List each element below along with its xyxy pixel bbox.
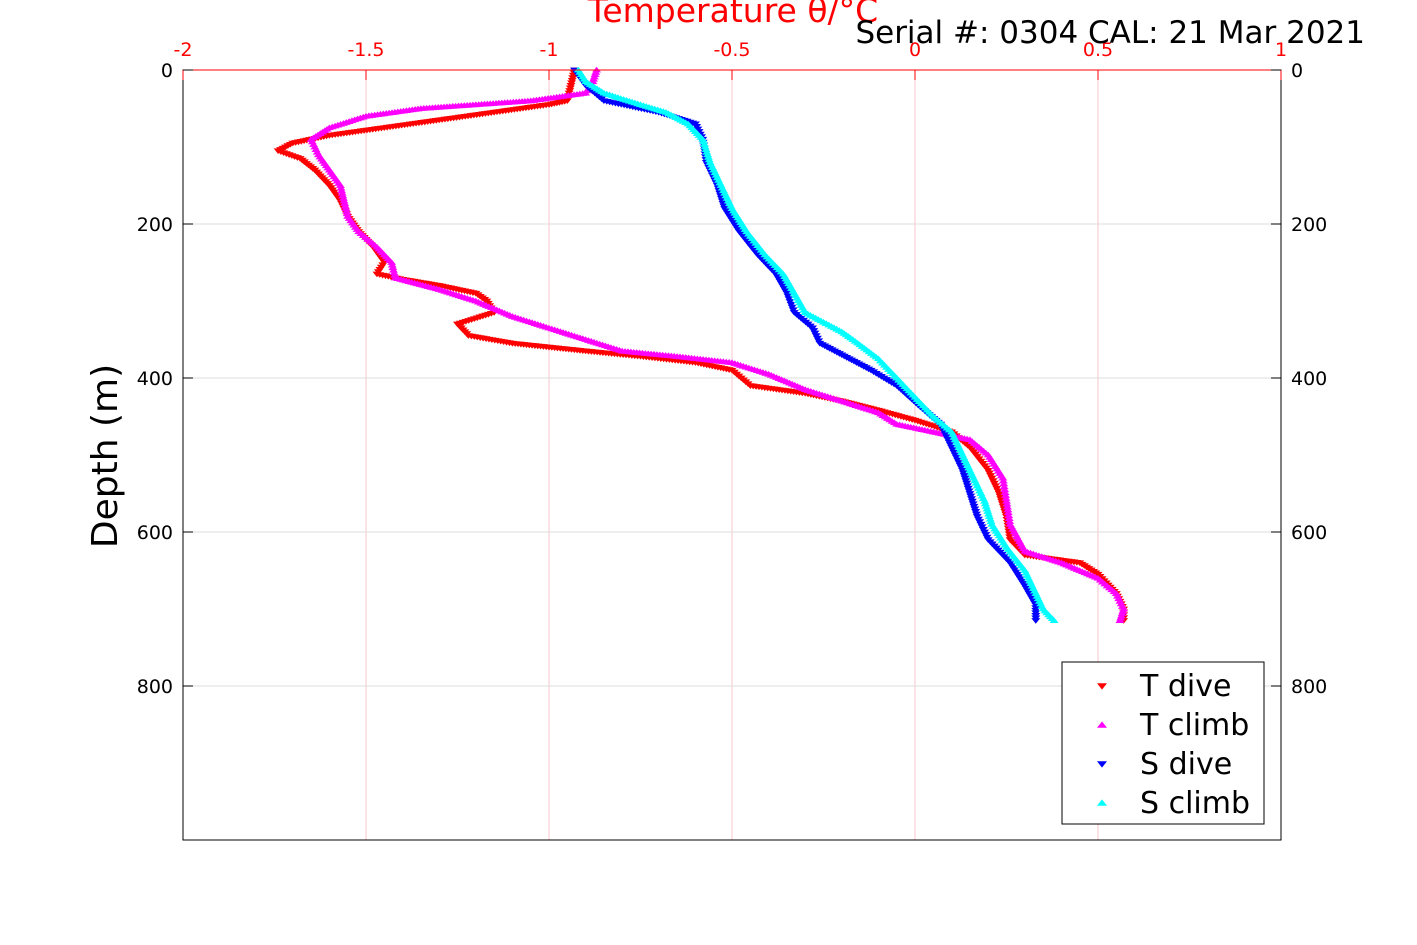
data-point xyxy=(339,197,349,204)
y-tick-label-left: 800 xyxy=(137,676,173,698)
data-point xyxy=(699,138,709,145)
legend-label: T dive xyxy=(1139,669,1231,704)
data-point xyxy=(337,189,347,196)
data-point xyxy=(1002,500,1012,507)
data-point xyxy=(342,210,352,217)
data-point xyxy=(700,143,710,150)
data-point xyxy=(980,500,990,507)
data-point xyxy=(340,200,350,206)
legend-box xyxy=(1061,661,1265,825)
y-axis-title: Depth (m) xyxy=(85,364,126,548)
data-point xyxy=(388,266,398,273)
x-axis-title: Temperature θ/°C xyxy=(587,0,878,30)
data-point xyxy=(998,477,1008,484)
data-point xyxy=(337,187,347,194)
data-point xyxy=(982,505,992,512)
legend-marker xyxy=(1097,683,1107,690)
legend-label: T climb xyxy=(1139,708,1249,743)
data-point xyxy=(701,146,711,152)
legend-marker xyxy=(1097,761,1107,768)
data-point xyxy=(1001,492,1011,498)
y-tick-label-left: 0 xyxy=(161,60,173,82)
series-s-climb xyxy=(573,66,1059,623)
series-s-dive xyxy=(570,67,1041,624)
x-tick-label: 0 xyxy=(909,39,921,61)
data-point xyxy=(1002,503,1012,510)
legend-label: S dive xyxy=(1140,747,1232,782)
data-point xyxy=(698,136,708,142)
x-tick-label: -2 xyxy=(174,39,193,61)
data-point xyxy=(387,261,397,268)
x-tick-label: -1.5 xyxy=(347,39,384,61)
x-tick-label: -1 xyxy=(540,39,559,61)
data-point xyxy=(703,151,713,158)
y-tick-label-right: 200 xyxy=(1291,214,1327,236)
serial-label: Serial #: 0304 CAL: 21 Mar 2021 xyxy=(855,15,1365,51)
data-point xyxy=(704,156,714,163)
data-point xyxy=(985,515,995,522)
data-points xyxy=(273,66,1129,624)
data-point xyxy=(1000,486,1010,493)
data-point xyxy=(1001,495,1011,501)
x-tick-label: 1 xyxy=(1275,39,1287,61)
data-point xyxy=(341,205,351,212)
data-point xyxy=(1000,489,1010,495)
data-point xyxy=(699,141,709,147)
y-tick-label-left: 600 xyxy=(137,522,173,544)
data-point xyxy=(338,192,348,199)
y-tick-label-right: 400 xyxy=(1291,368,1327,390)
y-tick-label-right: 600 xyxy=(1291,522,1327,544)
x-tick-label: 0.5 xyxy=(1083,39,1113,61)
series-t-climb xyxy=(306,66,1129,623)
data-point xyxy=(984,510,994,517)
data-point xyxy=(981,503,991,509)
data-point xyxy=(389,269,399,276)
legend-marker xyxy=(1097,799,1107,806)
data-point xyxy=(1004,512,1014,519)
data-point xyxy=(1115,617,1125,623)
data-point xyxy=(387,259,397,265)
data-point xyxy=(999,480,1009,487)
data-point xyxy=(1005,518,1015,524)
data-point xyxy=(703,154,713,160)
data-point xyxy=(1004,515,1014,521)
data-point xyxy=(388,264,398,271)
data-point xyxy=(390,272,400,278)
legend-marker xyxy=(1097,721,1107,728)
data-point xyxy=(338,195,348,201)
data-point xyxy=(341,207,351,214)
data-point xyxy=(1031,618,1041,624)
data-point xyxy=(983,508,993,514)
data-point xyxy=(1003,506,1013,513)
data-point xyxy=(984,513,994,520)
data-point xyxy=(702,148,712,155)
legend-label: S climb xyxy=(1140,786,1250,821)
x-tick-label: -0.5 xyxy=(713,39,750,61)
data-point xyxy=(980,497,990,504)
y-tick-label-left: 400 xyxy=(137,368,173,390)
data-point xyxy=(1002,497,1011,504)
y-tick-label-right: 800 xyxy=(1291,676,1327,698)
data-point xyxy=(1049,617,1059,623)
data-point xyxy=(336,184,346,191)
data-point xyxy=(1003,509,1013,516)
data-point xyxy=(998,474,1008,481)
y-tick-label-left: 200 xyxy=(137,214,173,236)
legend: T dive T climb S dive S climb xyxy=(1061,661,1265,825)
data-point xyxy=(986,518,996,525)
data-point xyxy=(999,483,1009,490)
y-tick-label-right: 0 xyxy=(1291,60,1303,82)
data-point xyxy=(335,182,345,188)
data-point xyxy=(340,202,350,209)
